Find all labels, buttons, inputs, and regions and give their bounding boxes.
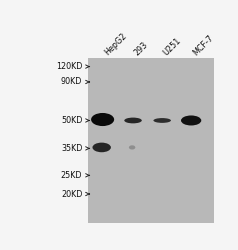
Ellipse shape [91,113,114,126]
Ellipse shape [129,145,135,150]
Text: 293: 293 [132,40,149,57]
Text: 90KD: 90KD [61,78,82,86]
Bar [88,58,214,222]
Text: 50KD: 50KD [61,116,82,125]
Ellipse shape [181,116,201,126]
Text: HepG2: HepG2 [103,31,128,57]
Text: 25KD: 25KD [61,171,82,180]
Text: MCF-7: MCF-7 [191,33,215,57]
Ellipse shape [124,118,142,123]
Ellipse shape [154,118,171,123]
Text: 35KD: 35KD [61,144,82,153]
Text: 20KD: 20KD [61,190,82,198]
Text: U251: U251 [162,36,183,57]
Ellipse shape [92,142,111,152]
Text: 120KD: 120KD [56,62,82,71]
